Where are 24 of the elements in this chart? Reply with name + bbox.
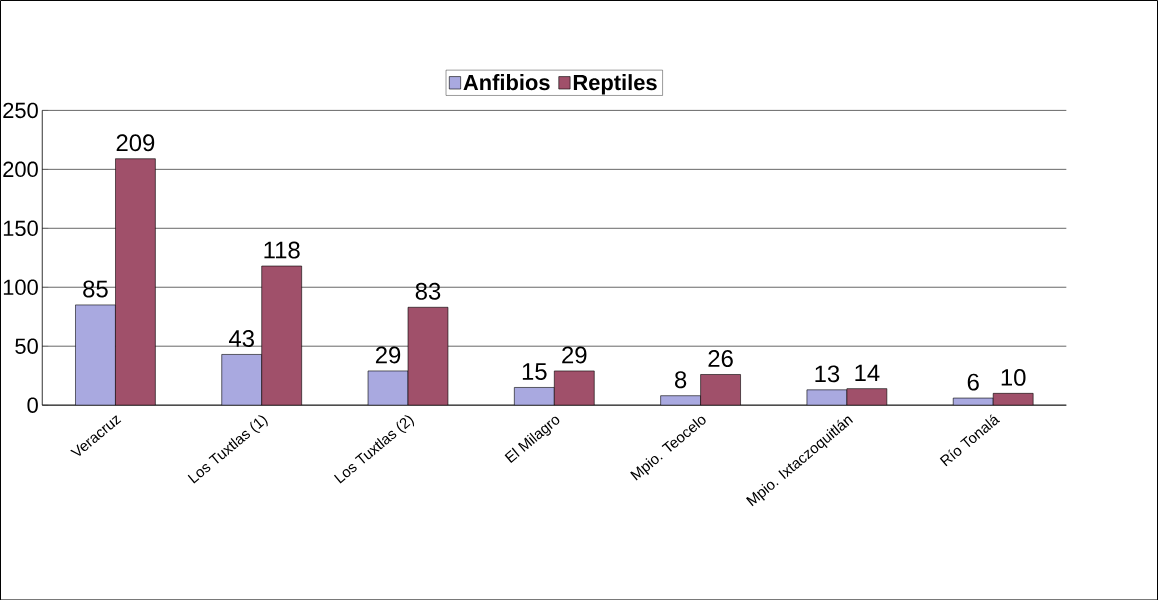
data-label: 14 bbox=[855, 364, 880, 381]
y-tick-label: 100 bbox=[3, 279, 38, 295]
data-label: 29 bbox=[562, 346, 587, 364]
data-label: 118 bbox=[264, 241, 300, 259]
y-tick-label: 150 bbox=[3, 220, 38, 236]
data-label: 43 bbox=[228, 329, 254, 347]
legend-label: Reptiles bbox=[573, 73, 657, 95]
data-label: 15 bbox=[522, 363, 547, 380]
data-label: 8 bbox=[675, 371, 687, 388]
data-label: 209 bbox=[116, 134, 155, 151]
bar bbox=[75, 304, 116, 405]
data-label: 13 bbox=[815, 365, 840, 383]
y-tick-label: 200 bbox=[3, 161, 38, 177]
y-tick-label: 0 bbox=[27, 397, 38, 413]
legend-label: Anfibios bbox=[463, 73, 550, 90]
data-label: 29 bbox=[375, 346, 401, 364]
data-label: 83 bbox=[415, 282, 441, 300]
data-label: 26 bbox=[708, 349, 733, 367]
data-label: 85 bbox=[83, 280, 108, 298]
data-label: 6 bbox=[967, 373, 979, 391]
y-tick-label: 250 bbox=[3, 102, 38, 118]
bar bbox=[221, 353, 263, 405]
y-tick-label: 50 bbox=[15, 338, 38, 354]
data-label: 10 bbox=[1001, 368, 1026, 386]
